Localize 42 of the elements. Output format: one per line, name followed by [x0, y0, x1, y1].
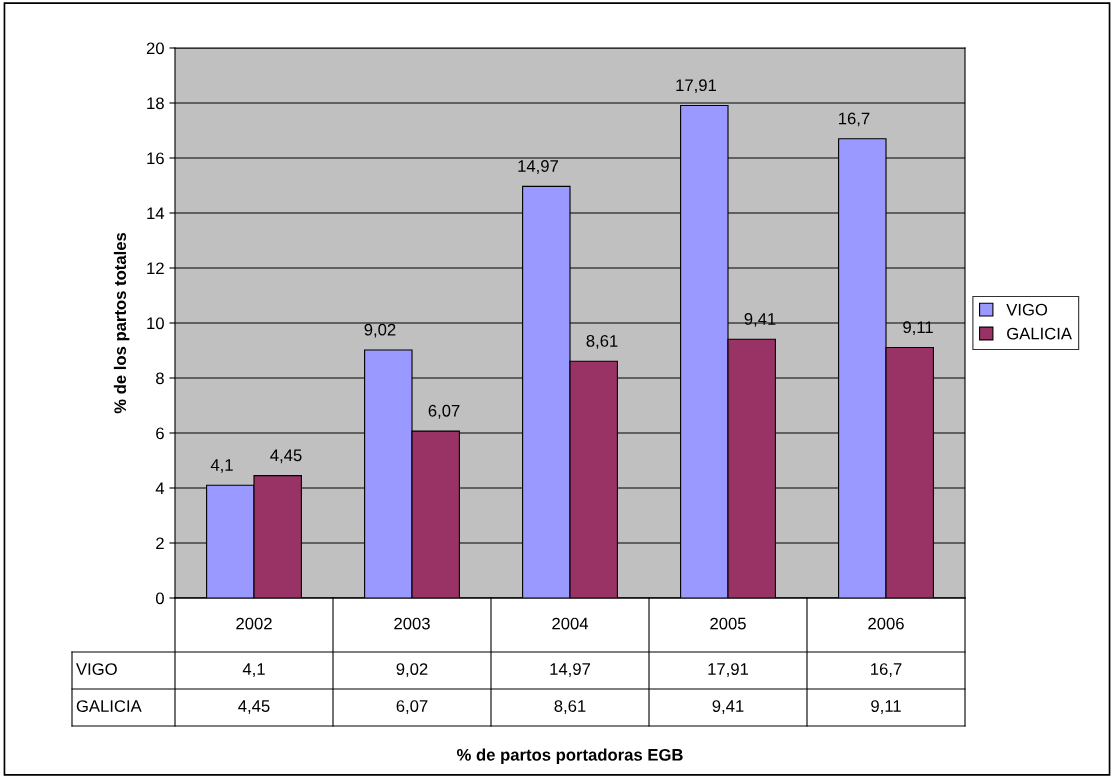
y-tick-label: 20 — [146, 42, 164, 55]
y-tick-label: 4 — [155, 482, 165, 495]
legend-label: GALICIA — [1007, 327, 1072, 340]
y-tick-label: 10 — [147, 317, 164, 330]
y-axis-title: % de los partos totales — [113, 232, 130, 414]
y-tick-label: 12 — [147, 262, 164, 275]
text: GALICIA — [76, 700, 142, 712]
text: 9,11 — [903, 321, 933, 336]
data-label: 17,91 — [708, 663, 749, 677]
data-label: 4,1 — [242, 663, 265, 677]
text: 9,41 — [744, 313, 776, 327]
data-label: 8,61 — [554, 700, 586, 714]
legend-label: VIGO — [1006, 303, 1048, 316]
y-tick-label: 2 — [156, 537, 164, 550]
text: 17,91 — [676, 79, 717, 94]
y-tick-label: 14 — [147, 207, 165, 220]
text: 14,97 — [518, 160, 558, 174]
data-label: 9,02 — [396, 663, 428, 677]
y-tick-label: 6 — [156, 427, 164, 440]
text: 6,07 — [428, 404, 460, 419]
text: 16,7 — [839, 112, 870, 127]
data-label: 9,11 — [871, 700, 901, 714]
x-tick-label: 2006 — [868, 617, 904, 630]
data-label: 16,7 — [871, 663, 902, 677]
text: 4,1 — [210, 459, 233, 473]
x-tick-label: 2005 — [710, 617, 746, 630]
text: % de partos portadoras EGB — [456, 748, 683, 765]
text: 8,61 — [586, 335, 618, 349]
y-tick-label: 18 — [147, 97, 164, 110]
data-label: 9,41 — [712, 700, 744, 714]
x-tick-label: 2004 — [552, 617, 589, 630]
text: VIGO — [76, 663, 117, 675]
data-label: 6,07 — [396, 700, 428, 714]
text: 4,45 — [270, 449, 302, 464]
x-tick-label: 2003 — [394, 617, 430, 630]
x-tick-label: 2002 — [236, 617, 272, 630]
data-label: 14,97 — [550, 663, 591, 677]
y-tick-label: 8 — [156, 372, 164, 385]
data-label: 4,45 — [238, 700, 270, 714]
text: 9,02 — [364, 323, 396, 338]
y-tick-label: 0 — [155, 592, 164, 605]
y-tick-label: 16 — [147, 152, 164, 165]
